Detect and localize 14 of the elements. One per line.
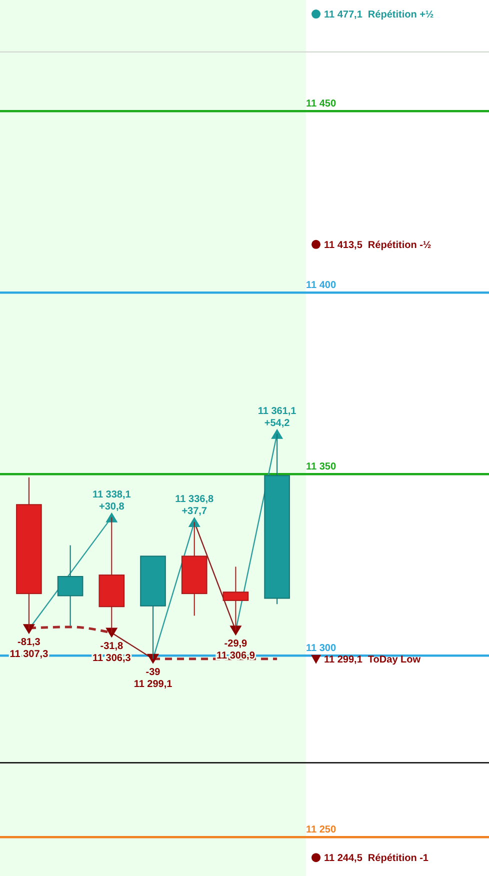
y-tick-label: 11 250	[306, 824, 336, 836]
data-label: 11 338,1 +30,8	[92, 489, 132, 512]
data-label: -29,9 11 306,9	[216, 638, 256, 662]
data-label: 11 336,8 +37,7	[175, 494, 214, 518]
text: 11 413,5 Répétition -½	[324, 240, 432, 251]
annotation: 11 299,1 ToDay Low	[324, 654, 421, 666]
data-label: 11 361,1 +54,2	[258, 406, 297, 429]
y-tick-label: 11 300	[306, 643, 336, 654]
text: 11 244,5 Répétition -1	[324, 853, 429, 864]
y-tick-label: 11 400	[306, 280, 336, 292]
text: 11 477,1 Répétition +½	[324, 10, 434, 21]
y-tick-label: 11 350	[306, 462, 336, 473]
data-label: -39 11 299,1	[134, 666, 173, 690]
y-tick-label: 11 450	[306, 98, 336, 110]
